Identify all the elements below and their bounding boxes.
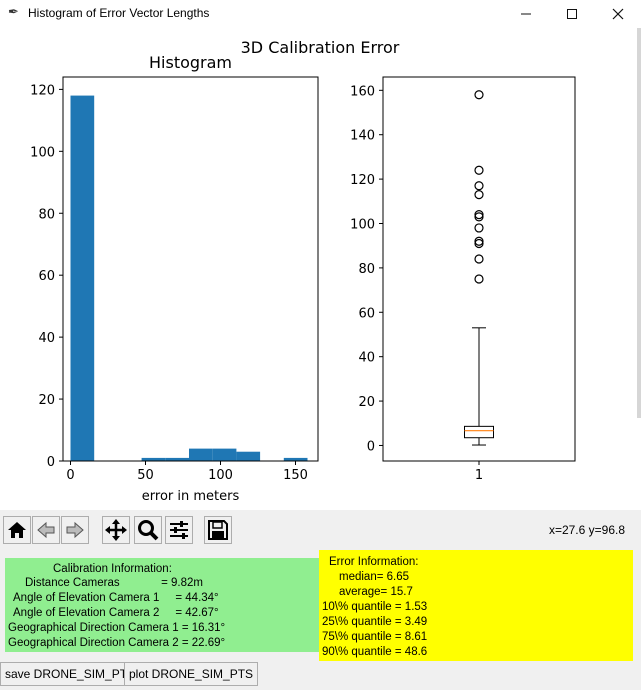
histogram-frame — [62, 76, 319, 462]
histogram-axes: 0 50 100 150 0 20 40 60 80 100 120 Histogram error i… — [30, 53, 319, 504]
vertical-scrollbar[interactable] — [637, 28, 641, 418]
navigation-toolbar: x=27.6 y=96.8 — [0, 510, 641, 550]
boxplot-flier — [474, 90, 484, 100]
boxplot-ytick-label: 120 — [350, 173, 375, 188]
histogram-xtick-label: 100 — [208, 468, 233, 483]
save-icon — [208, 520, 228, 540]
home-icon — [8, 522, 26, 538]
histogram-title: Histogram — [149, 53, 232, 72]
calibration-title: Calibration Information: — [53, 563, 172, 575]
calibration-direction-2: Geographical Direction Camera 2 = 22.69° — [8, 637, 226, 649]
boxplot-flier — [474, 181, 484, 191]
calibration-elevation-1: Angle of Elevation Camera 1 = 44.34° — [13, 592, 219, 604]
boxplot-ytick-label: 80 — [358, 262, 375, 277]
error-median: median= 6.65 — [339, 571, 410, 583]
cursor-coordinates: x=27.6 y=96.8 — [548, 523, 625, 537]
boxplot-xtick-label: 1 — [475, 468, 483, 483]
close-icon — [612, 8, 624, 20]
calibration-elevation-2: Angle of Elevation Camera 2 = 42.67° — [13, 607, 219, 619]
histogram-bar — [70, 95, 95, 462]
boxplot-ytick-label: 40 — [358, 351, 375, 366]
home-button[interactable] — [3, 516, 31, 544]
figure-canvas[interactable]: 3D Calibration Error 0 50 100 150 0 20 40 60 80 1… — [0, 28, 641, 510]
histogram-bar — [189, 448, 213, 461]
window-title: Histogram of Error Vector Lengths — [28, 6, 210, 20]
zoom-icon — [138, 520, 159, 541]
histogram-bar — [141, 457, 166, 461]
histogram-ytick-label: 60 — [38, 269, 55, 284]
error-info-panel: Error Information: median= 6.65 average=… — [319, 550, 633, 661]
feather-icon: ✒ — [8, 5, 19, 20]
boxplot-ytick-label: 60 — [358, 306, 375, 321]
figure-suptitle: 3D Calibration Error — [241, 38, 400, 57]
boxplot-flier — [474, 223, 484, 233]
calibration-distance: Distance Cameras = 9.82m — [25, 577, 203, 589]
boxplot-flier — [474, 210, 484, 220]
back-icon — [37, 521, 55, 539]
histogram-bar — [236, 451, 261, 461]
histogram-xtick-label: 0 — [66, 468, 74, 483]
plot-drone-sim-pts-button[interactable]: plot DRONE_SIM_PTS — [124, 662, 259, 686]
boxplot-flier — [474, 254, 484, 264]
boxplot-ytick-label: 0 — [367, 439, 375, 454]
boxplot-flier — [474, 190, 484, 200]
pan-icon — [105, 519, 127, 541]
error-quantile-10: 10\% quantile = 1.53 — [322, 601, 428, 613]
boxplot-ytick-label: 160 — [350, 84, 375, 99]
calibration-direction-1: Geographical Direction Camera 1 = 16.31° — [8, 622, 226, 634]
title-bar: ✒ Histogram of Error Vector Lengths — [0, 0, 641, 28]
zoom-button[interactable] — [134, 516, 162, 544]
back-button[interactable] — [32, 516, 60, 544]
minimize-button[interactable] — [503, 0, 549, 28]
boxplot-box — [464, 425, 494, 439]
boxplot-flier — [474, 165, 484, 175]
error-quantile-25: 25\% quantile = 3.49 — [322, 616, 428, 628]
histogram-xtick-label: 50 — [137, 468, 154, 483]
histogram-bar — [283, 457, 308, 461]
histogram-ytick-label: 40 — [38, 331, 55, 346]
close-button[interactable] — [595, 0, 641, 28]
configure-subplots-button[interactable] — [165, 516, 193, 544]
histogram-ytick-label: 80 — [38, 207, 55, 222]
histogram-ytick-label: 100 — [30, 145, 55, 160]
boxplot-axes: 0 20 40 60 80 100 120 140 160 1 — [350, 76, 576, 483]
error-average: average= 15.7 — [339, 586, 413, 598]
minimize-icon — [521, 13, 531, 15]
figure-svg: 3D Calibration Error 0 50 100 150 0 20 40 60 80 1… — [30, 38, 576, 504]
maximize-button[interactable] — [549, 0, 595, 28]
error-title: Error Information: — [329, 556, 419, 568]
boxplot-flier — [474, 274, 484, 284]
histogram-xlabel: error in meters — [142, 489, 240, 504]
boxplot-ytick-label: 20 — [358, 395, 375, 410]
save-drone-sim-pts-button[interactable]: save DRONE_SIM_PTS — [0, 662, 141, 686]
calibration-info-panel: Calibration Information: Distance Camera… — [5, 558, 319, 652]
configure-subplots-icon — [170, 521, 188, 539]
forward-button[interactable] — [61, 516, 89, 544]
histogram-bar — [165, 457, 189, 461]
histogram-xtick-label: 150 — [283, 468, 308, 483]
boxplot-ytick-label: 100 — [350, 217, 375, 232]
error-quantile-75: 75\% quantile = 8.61 — [322, 631, 428, 643]
histogram-ytick-label: 0 — [47, 455, 55, 470]
boxplot-ytick-label: 140 — [350, 129, 375, 144]
histogram-bar — [212, 448, 237, 461]
boxplot-flier — [474, 236, 484, 246]
save-figure-button[interactable] — [204, 516, 232, 544]
forward-icon — [66, 521, 84, 539]
histogram-ytick-label: 120 — [30, 83, 55, 98]
maximize-icon — [567, 9, 577, 19]
histogram-ytick-label: 20 — [38, 393, 55, 408]
pan-button[interactable] — [102, 516, 130, 544]
error-quantile-90: 90\% quantile = 48.6 — [322, 646, 428, 658]
